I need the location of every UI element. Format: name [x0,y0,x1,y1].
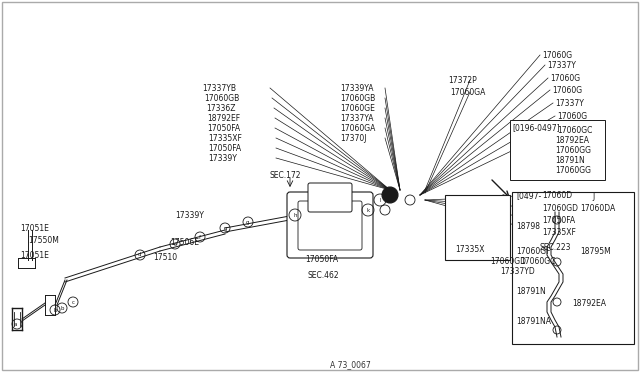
Text: a: a [13,321,17,327]
Text: 17050FA: 17050FA [542,215,575,224]
Text: 17339Y: 17339Y [175,211,204,219]
Text: J: J [592,192,595,201]
Text: 17337Y: 17337Y [547,61,576,70]
Text: 17506E: 17506E [170,237,200,247]
Text: 17550M: 17550M [28,235,59,244]
Text: 17372P: 17372P [448,76,477,84]
Text: 17060GB: 17060GB [204,93,239,103]
Text: 17060GG: 17060GG [555,145,591,154]
Text: 18791N: 18791N [516,288,546,296]
Text: 17060GB: 17060GB [340,93,375,103]
Text: 17051E: 17051E [20,250,49,260]
Text: g: g [223,225,227,231]
Text: 17370J: 17370J [340,134,367,142]
Text: 17060GA: 17060GA [450,87,485,96]
Text: h: h [293,212,297,218]
Text: 17335XF: 17335XF [542,228,576,237]
Text: 18791NA: 18791NA [516,317,551,327]
Text: 17336Z: 17336Z [206,103,236,112]
Text: 18795M: 18795M [580,247,611,257]
Bar [520,222,534,232]
Text: 17060D: 17060D [542,190,572,199]
Text: SEC.462: SEC.462 [308,270,340,279]
FancyBboxPatch shape [287,192,373,258]
Text: 17339YA: 17339YA [340,83,374,93]
Text: 17060G: 17060G [552,86,582,94]
FancyBboxPatch shape [308,183,352,212]
Text: 17060G: 17060G [557,112,587,121]
Text: 17060GC: 17060GC [520,257,556,266]
Text: 18798: 18798 [516,221,540,231]
Text: f: f [199,234,201,240]
Text: 17060G: 17060G [542,51,572,60]
Text: 17060DA: 17060DA [580,203,615,212]
Text: 17060GD: 17060GD [490,257,526,266]
FancyBboxPatch shape [298,201,362,250]
Text: 18791N: 18791N [555,155,585,164]
Text: 17050FA: 17050FA [305,256,338,264]
Text: 18792EA: 18792EA [572,299,606,308]
Text: 17060GG: 17060GG [555,166,591,174]
Text: d: d [138,253,141,257]
Text: 17060GF: 17060GF [516,247,550,257]
Text: 17337Y: 17337Y [555,99,584,108]
Text: 17050FA: 17050FA [208,144,241,153]
Text: 17051E: 17051E [20,224,49,232]
Text: 17060GD: 17060GD [542,203,578,212]
Text: SEC.172: SEC.172 [270,170,301,180]
Text: 17050FA: 17050FA [207,124,240,132]
Text: 18792EA: 18792EA [555,135,589,144]
Text: 17337YD: 17337YD [500,267,535,276]
Text: e: e [173,241,177,247]
Text: 17335X: 17335X [455,246,484,254]
Text: 17060GC: 17060GC [557,125,593,135]
Text: SEC.223: SEC.223 [540,244,572,253]
Bar [445,195,510,260]
Text: 17060GA: 17060GA [340,124,376,132]
Text: [0196-0497]: [0196-0497] [512,124,559,132]
Text: 17060G: 17060G [550,74,580,83]
Text: 17060GE: 17060GE [340,103,375,112]
Text: b: b [53,308,57,312]
Bar [512,192,634,344]
Text: [0497-: [0497- [516,192,541,201]
Text: k: k [366,208,370,212]
Text: 17510: 17510 [153,253,177,263]
Text: 17337YB: 17337YB [202,83,236,93]
Text: g: g [246,219,250,224]
Text: A 73_0067: A 73_0067 [330,360,371,369]
Text: 18792EF: 18792EF [207,113,240,122]
Text: l: l [380,198,381,202]
Text: 17339Y: 17339Y [208,154,237,163]
Text: b: b [60,305,64,311]
Bar [510,120,605,180]
Text: 17335XF: 17335XF [208,134,242,142]
Circle shape [382,187,398,203]
Text: c: c [72,299,74,305]
Text: 17337YA: 17337YA [340,113,374,122]
